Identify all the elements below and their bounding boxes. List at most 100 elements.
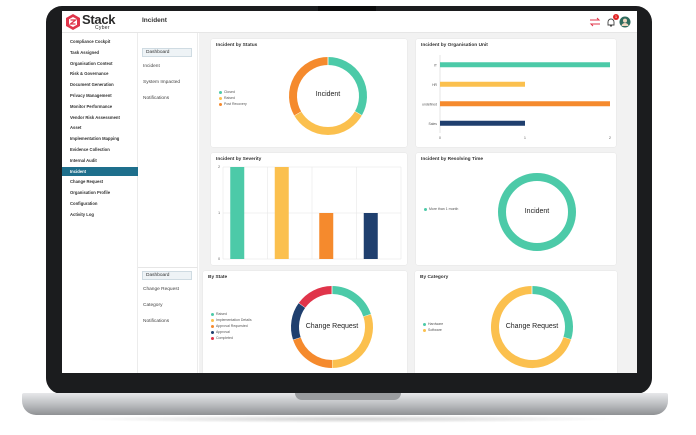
sidebar-item[interactable]: Asset [70,125,82,131]
legend-item[interactable]: Implementation Details [211,317,252,323]
legend-item[interactable]: Raised [211,311,252,317]
logo-sub: Cyber [95,25,110,31]
legend-label: Closed [224,90,235,94]
sidebar-item[interactable]: Change Request [70,179,104,185]
legend-item[interactable]: Raised [219,95,247,101]
sidebar-item[interactable]: Risk & Governance [70,71,109,77]
subnav-item[interactable]: Incident [143,64,160,69]
laptop-base-notch [295,393,401,400]
bar[interactable] [274,167,289,259]
incident-by-resolving-time-card: Incident by Resolving Time More than 1 m… [416,153,616,265]
logo-shield-icon [66,14,80,30]
subnav-item[interactable]: Category [143,303,163,308]
subnav-item[interactable]: Dashboard [142,48,192,57]
donut-slice[interactable] [491,286,571,368]
bar[interactable] [440,81,525,87]
donut-slice[interactable] [327,57,367,116]
notification-bell[interactable]: 1 [605,14,619,28]
subnav-item[interactable]: System Impacted [143,80,181,85]
state-legend: Raised Implementation Details Approval Req… [211,311,252,341]
legend-dot [219,102,222,106]
donut-center-label: Incident [315,91,341,98]
legend-item[interactable]: Approval [211,329,252,335]
legend-label: Raised [216,312,227,316]
legend-dot [219,96,222,100]
donut-slice[interactable] [289,57,329,116]
category-legend: Hardware Software [423,321,443,333]
category-donut-chart [491,285,573,368]
legend-item[interactable]: Post Recovery [219,101,247,107]
subnav-item[interactable]: Notifications [143,96,170,101]
screen: Stack Cyber Incident 1 [62,11,637,373]
sidebar-item[interactable]: Document Generation [70,82,114,88]
donut-slice[interactable] [498,173,576,251]
sidebar-item[interactable]: Organisation Profile [70,190,111,196]
sidebar-item[interactable]: Evidence Collection [70,147,110,152]
status-donut-chart [289,56,367,135]
sidebar-item[interactable]: Task Assigned [70,49,100,55]
donut-slice[interactable] [294,111,362,135]
legend-dot [211,312,214,316]
incident-by-organisation-unit-card: Incident by Organisation Unit IT HR undefi… [416,39,616,147]
sidebar-item[interactable]: Vendor Risk Assessment [70,114,120,120]
legend-item[interactable]: Completed [211,335,252,341]
donut-center-label: Change Request [505,323,559,330]
laptop-shadow [70,415,626,423]
bar[interactable] [440,101,610,107]
avatar[interactable] [619,16,631,28]
logo[interactable]: Stack Cyber [66,12,126,33]
legend-item[interactable]: Approval Requested [211,323,252,329]
legend-dot [423,328,426,332]
card-title: By Category [420,275,449,280]
donut-slice[interactable] [298,286,333,308]
card-title: Incident by Severity [216,157,262,162]
sidebar-item[interactable]: Configuration [70,201,98,206]
sidebar-item[interactable]: Incident [62,166,138,176]
donut-slice[interactable] [331,314,373,368]
bar[interactable] [440,62,610,68]
sidebar-item[interactable]: Activity Log [70,211,94,217]
sidebar-item[interactable]: Compliance Cockpit [70,39,111,44]
organisation-unit-bar-chart: IT HR undefined Sales 0 1 2 [422,55,611,140]
legend-dot [424,207,427,211]
state-donut-chart [291,285,373,369]
legend-label: Hardware [428,322,444,326]
donut-center-label: Change Request [305,323,359,330]
switch-icon[interactable] [589,16,601,28]
card-title: By State [208,275,228,280]
sidebar-item[interactable]: Implementation Mapping [70,136,120,142]
donut-slice[interactable] [291,302,306,340]
resolving-donut-chart [498,173,576,251]
legend-item[interactable]: Software [423,327,443,333]
legend-label: Raised [224,96,235,100]
legend-dot [211,336,214,340]
y-tick-label: 1 [218,211,220,215]
legend-dot [211,324,214,328]
subnav-item[interactable]: Change Request [143,287,180,292]
y-tick-label: 2 [218,165,220,169]
legend-item[interactable]: Hardware [423,321,443,327]
card-title: Incident by Resolving Time [421,157,484,162]
sidebar-item[interactable]: Privacy Management [70,93,112,98]
legend-item[interactable]: More than 1 month [424,206,458,212]
donut-slice[interactable] [531,286,573,340]
sidebar-item[interactable]: Monitor Performance [70,103,113,109]
legend-item[interactable]: Closed [219,89,247,95]
legend-dot [211,330,214,334]
bell-icon [607,18,615,27]
bar[interactable] [230,167,245,259]
donut-slice[interactable] [293,337,333,368]
donut-slice[interactable] [331,286,371,317]
subnav-item[interactable]: Notifications [143,319,170,324]
sidebar-item[interactable]: Internal Audit [70,157,97,163]
legend-label: More than 1 month [429,207,459,211]
bar[interactable] [319,213,334,259]
bar[interactable] [440,120,525,126]
legend-dot [211,318,214,322]
resolving-legend: More than 1 month [424,206,458,212]
subnav-item[interactable]: Dashboard [142,271,192,280]
sidebar-item[interactable]: Organisation Context [70,60,113,66]
bar[interactable] [363,213,378,259]
page-title: Incident [142,17,167,24]
